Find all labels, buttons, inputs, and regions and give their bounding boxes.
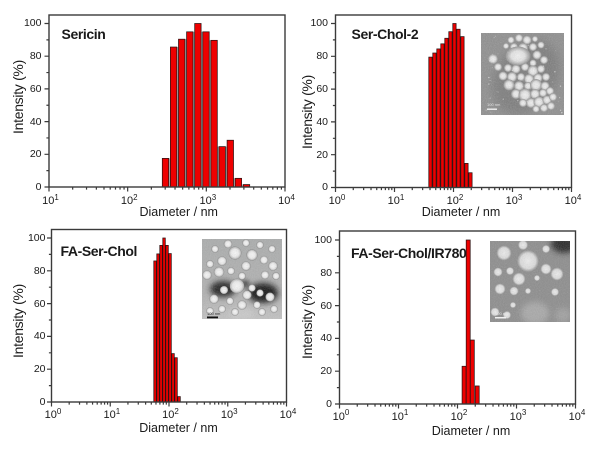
svg-text:100 nm: 100 nm [487, 102, 501, 107]
svg-text:100 nm: 100 nm [207, 311, 221, 316]
svg-text:100 nm: 100 nm [495, 311, 509, 316]
